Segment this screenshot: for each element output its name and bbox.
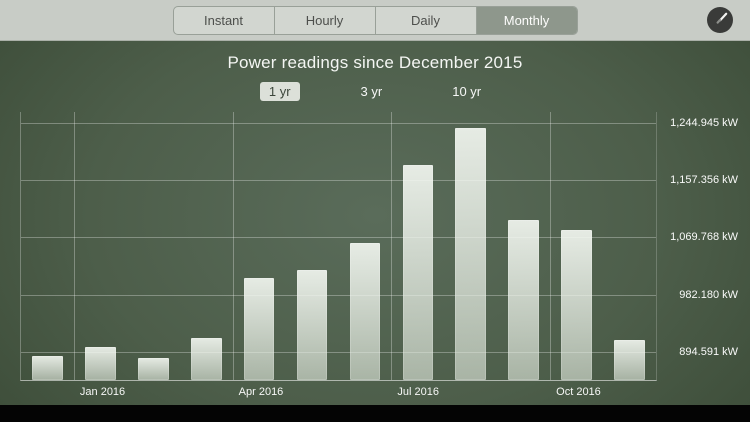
bar-oct-2016[interactable] bbox=[561, 229, 592, 380]
h-gridline bbox=[21, 122, 656, 124]
range-tab-1yr[interactable]: 1 yr bbox=[259, 82, 300, 101]
segment-monthly[interactable]: Monthly bbox=[476, 6, 577, 34]
v-gridline bbox=[550, 112, 552, 380]
range-tab-10yr[interactable]: 10 yr bbox=[452, 84, 482, 99]
gauge-icon[interactable] bbox=[707, 7, 733, 33]
top-toolbar: Instant Hourly Daily Monthly bbox=[0, 0, 750, 41]
range-tab-3yr[interactable]: 3 yr bbox=[360, 84, 383, 99]
y-axis-tick-label: 894.591 kW bbox=[679, 346, 738, 359]
bar-jan-2016[interactable] bbox=[85, 347, 116, 380]
segment-instant[interactable]: Instant bbox=[174, 6, 275, 34]
y-axis-labels: 1,244.945 kW 1,157.356 kW 1,069.768 kW 982.… bbox=[660, 112, 738, 380]
x-axis-tick-label: Jan 2016 bbox=[79, 386, 126, 398]
range-tabs: 1 yr 3 yr 10 yr bbox=[0, 82, 750, 101]
chart-region: Power readings since December 2015 1 yr … bbox=[0, 40, 750, 405]
y-axis-tick-label: 1,244.945 kW bbox=[670, 116, 738, 129]
bar-aug-2016[interactable] bbox=[455, 128, 487, 380]
bar-mar-2016[interactable] bbox=[190, 338, 222, 380]
v-gridline bbox=[391, 112, 393, 380]
bar-feb-2016[interactable] bbox=[137, 357, 169, 380]
h-gridline bbox=[21, 352, 656, 354]
x-axis-tick-label: Oct 2016 bbox=[556, 386, 601, 398]
segment-hourly[interactable]: Hourly bbox=[275, 6, 376, 34]
plot-area: Jan 2016 Apr 2016 Jul 2016 Oct 2016 bbox=[20, 112, 657, 398]
y-axis-tick-label: 1,069.768 kW bbox=[670, 231, 738, 244]
h-gridline bbox=[21, 294, 656, 296]
y-axis-tick-label: 982.180 kW bbox=[679, 288, 738, 301]
v-gridline bbox=[73, 112, 75, 380]
segment-daily[interactable]: Daily bbox=[376, 6, 477, 34]
bar-nov-2016[interactable] bbox=[614, 340, 645, 380]
gauge-needle-icon bbox=[707, 7, 733, 33]
h-gridline bbox=[21, 179, 656, 181]
x-axis-tick-label: Jul 2016 bbox=[397, 386, 439, 398]
v-gridline bbox=[232, 112, 234, 380]
bar-dec-2015[interactable] bbox=[32, 355, 63, 380]
time-mode-segmented-control: Instant Hourly Daily Monthly bbox=[172, 5, 578, 35]
bar-sep-2016[interactable] bbox=[508, 220, 540, 380]
bar-jun-2016[interactable] bbox=[349, 243, 381, 380]
bar-jul-2016[interactable] bbox=[402, 165, 434, 380]
h-gridline bbox=[21, 237, 656, 239]
chart-title: Power readings since December 2015 bbox=[227, 53, 523, 72]
y-axis-tick-label: 1,157.356 kW bbox=[670, 173, 738, 186]
bar-may-2016[interactable] bbox=[296, 269, 328, 380]
x-axis-tick-label: Apr 2016 bbox=[238, 386, 284, 398]
bar-apr-2016[interactable] bbox=[243, 278, 275, 380]
bottom-letterbox bbox=[0, 405, 750, 422]
